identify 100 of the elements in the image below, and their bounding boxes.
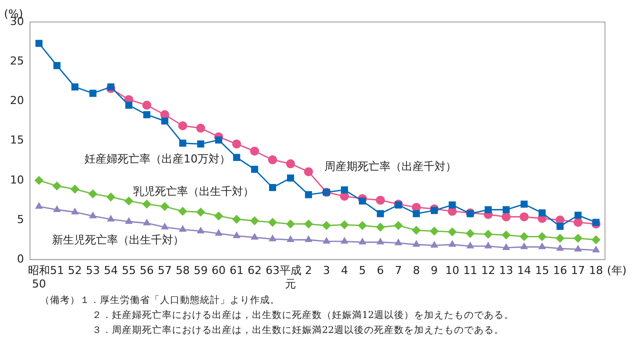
y-tick-label: 25 xyxy=(10,54,24,68)
x-tick-label: 63 xyxy=(266,264,280,278)
point xyxy=(430,226,439,236)
point xyxy=(466,228,475,238)
point xyxy=(412,210,420,218)
x-tick-label: 62 xyxy=(248,264,262,278)
point xyxy=(304,235,312,242)
point xyxy=(250,146,260,156)
series-label: 新生児死亡率（出生千対） xyxy=(52,233,184,246)
point xyxy=(592,235,601,244)
x-tick-label: 4 xyxy=(340,264,348,278)
point xyxy=(538,232,547,242)
point xyxy=(340,186,348,194)
point xyxy=(88,212,97,218)
point xyxy=(142,200,152,209)
point xyxy=(358,238,366,244)
text: （備考）１．厚生労働省「人口動態統計」より作成。 xyxy=(40,294,281,308)
point xyxy=(394,221,403,230)
x-tick-label: 8 xyxy=(412,264,420,278)
point xyxy=(484,206,492,214)
point xyxy=(448,227,457,236)
point xyxy=(376,210,384,218)
point xyxy=(196,226,205,234)
x-tick-label: 58 xyxy=(176,264,190,278)
x-tick-label: 2 xyxy=(305,264,312,278)
x-tick-label: 17 xyxy=(571,264,586,278)
point xyxy=(556,244,564,251)
point xyxy=(304,167,314,176)
point xyxy=(71,83,78,90)
x-tick-label: 昭和50 xyxy=(28,264,50,290)
y-tick-label: 15 xyxy=(10,134,24,147)
series-label: 妊産婦死亡率（出産10万対） xyxy=(84,152,231,166)
x-tick-label: 12 xyxy=(481,264,496,278)
point xyxy=(448,201,456,208)
y-tick-label: 5 xyxy=(16,212,24,226)
point xyxy=(52,181,62,190)
x-tick-label: 平成元 xyxy=(280,264,302,290)
point xyxy=(250,216,260,226)
point xyxy=(161,117,168,125)
point xyxy=(53,62,60,70)
point xyxy=(143,111,150,118)
x-tick-label: 55 xyxy=(122,264,136,278)
x-tick-label: 16 xyxy=(553,264,568,278)
point xyxy=(502,243,510,250)
point xyxy=(214,228,223,236)
point xyxy=(574,212,582,219)
point xyxy=(124,196,134,206)
point xyxy=(430,206,438,214)
point xyxy=(197,140,204,148)
point xyxy=(520,212,529,222)
point xyxy=(124,217,133,224)
point xyxy=(232,139,242,148)
x-tick-label: 61 xyxy=(230,264,244,278)
point xyxy=(160,202,170,212)
x-tick-label: 6 xyxy=(376,264,384,278)
point xyxy=(178,225,187,232)
point xyxy=(412,226,421,235)
point xyxy=(376,222,385,232)
point xyxy=(286,235,294,242)
point xyxy=(215,136,222,144)
point xyxy=(448,240,456,247)
x-tick-label: 53 xyxy=(86,264,100,278)
point xyxy=(520,200,528,208)
point xyxy=(520,232,529,242)
point xyxy=(106,192,116,202)
point xyxy=(107,83,114,90)
point xyxy=(484,230,493,239)
point xyxy=(376,238,384,244)
x-tick-label: 18 xyxy=(589,264,604,278)
point xyxy=(412,240,420,247)
point xyxy=(250,232,259,240)
point xyxy=(269,184,276,192)
point xyxy=(106,214,115,222)
x-axis-title: (年) xyxy=(607,264,627,277)
point xyxy=(484,242,492,248)
point xyxy=(53,205,61,212)
x-tick-label: 54 xyxy=(104,264,118,278)
point xyxy=(233,154,240,161)
point xyxy=(286,159,296,168)
point xyxy=(502,206,510,214)
point xyxy=(592,218,600,226)
point xyxy=(142,100,152,110)
point xyxy=(34,176,44,185)
point xyxy=(466,242,474,248)
point xyxy=(538,242,546,250)
point xyxy=(179,140,186,147)
point xyxy=(358,197,366,205)
y-tick-label: 20 xyxy=(10,94,24,108)
point xyxy=(574,234,583,243)
point xyxy=(340,236,348,244)
series-label: 周産期死亡率（出産千対） xyxy=(324,160,457,173)
x-tick-label: 5 xyxy=(358,264,366,278)
x-tick-label: 14 xyxy=(517,264,532,278)
point xyxy=(268,234,276,242)
point xyxy=(35,202,43,209)
x-tick-label: 7 xyxy=(394,264,402,278)
point xyxy=(268,155,278,164)
point xyxy=(304,219,314,228)
point xyxy=(322,236,330,244)
point xyxy=(71,208,79,214)
